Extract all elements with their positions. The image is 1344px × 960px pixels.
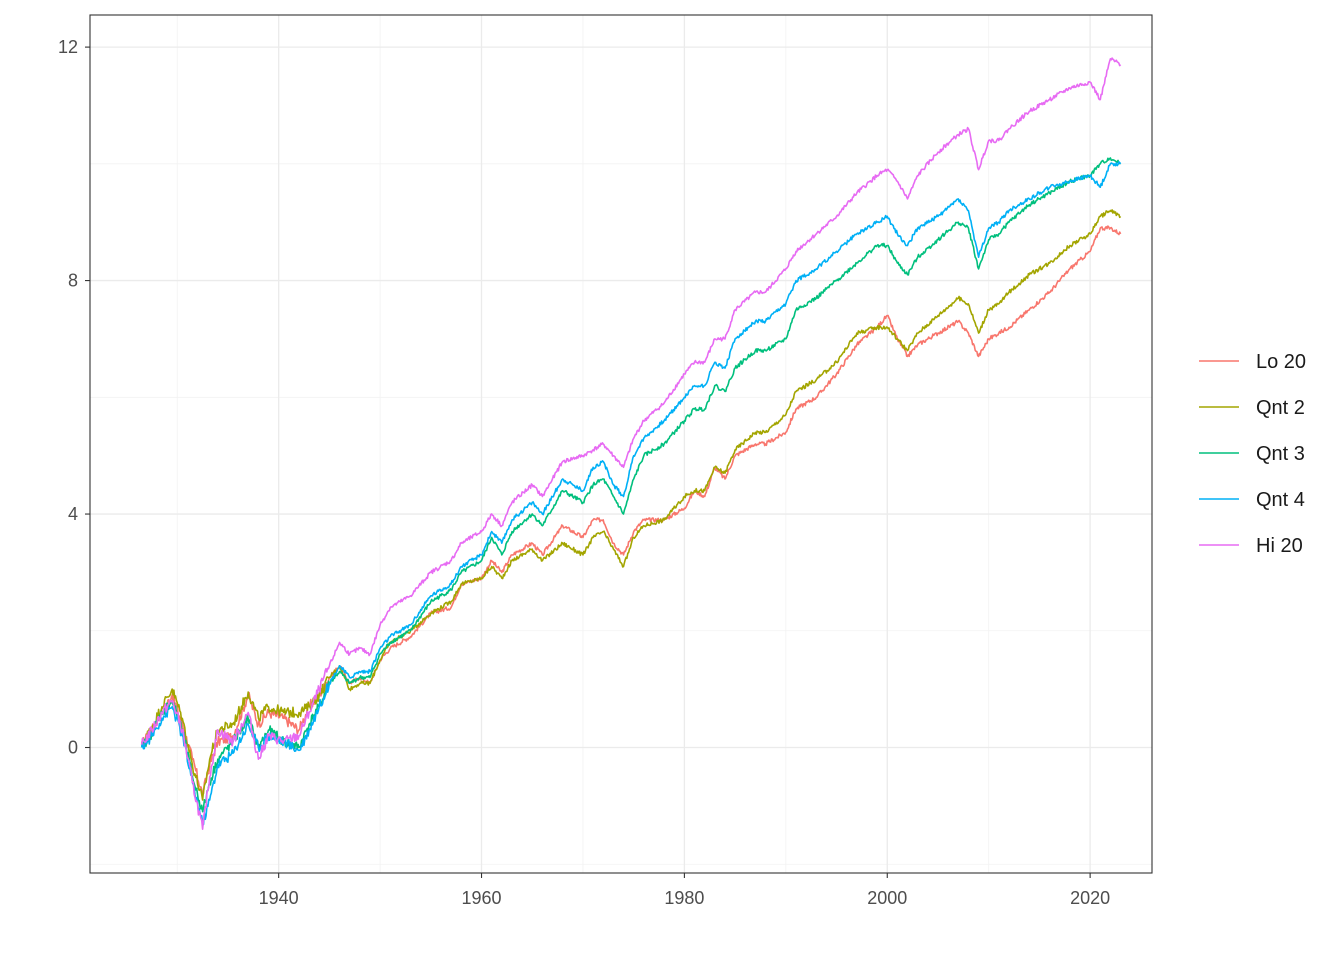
legend-label: Qnt 2 xyxy=(1256,397,1305,419)
minor-gridlines xyxy=(90,15,1152,873)
series-line-hi-20 xyxy=(140,57,1122,830)
x-tick-label: 1980 xyxy=(664,888,704,908)
legend-label: Qnt 4 xyxy=(1256,489,1305,511)
series-line-qnt-4 xyxy=(140,161,1122,826)
x-tick-label: 2020 xyxy=(1070,888,1110,908)
legend: Lo 20 Qnt 2 Qnt 3 Qnt 4 Hi 20 xyxy=(1199,351,1306,557)
x-tick-label: 1960 xyxy=(462,888,502,908)
y-tick-label: 12 xyxy=(58,37,78,57)
series-line-qnt-2 xyxy=(140,209,1122,801)
y-tick-label: 8 xyxy=(68,271,78,291)
major-gridlines xyxy=(90,15,1152,873)
legend-label: Lo 20 xyxy=(1256,351,1306,373)
y-tick-label: 4 xyxy=(68,504,78,524)
legend-item: Lo 20 xyxy=(1199,351,1306,373)
x-tick-label: 2000 xyxy=(867,888,907,908)
y-tick-label: 0 xyxy=(68,738,78,758)
legend-item: Qnt 2 xyxy=(1199,397,1305,419)
series-line-qnt-3 xyxy=(140,157,1121,813)
legend-item: Qnt 3 xyxy=(1199,443,1305,465)
series-lines xyxy=(140,57,1122,830)
legend-label: Qnt 3 xyxy=(1256,443,1305,465)
legend-item: Hi 20 xyxy=(1199,535,1303,557)
axis-tick-labels: 1940 1960 1980 2000 2020 0 4 8 12 xyxy=(58,37,1110,908)
axis-ticks xyxy=(85,46,1091,878)
legend-label: Hi 20 xyxy=(1256,535,1303,557)
plot-panel-border xyxy=(89,14,1153,874)
x-tick-label: 1940 xyxy=(259,888,299,908)
legend-item: Qnt 4 xyxy=(1199,489,1305,511)
